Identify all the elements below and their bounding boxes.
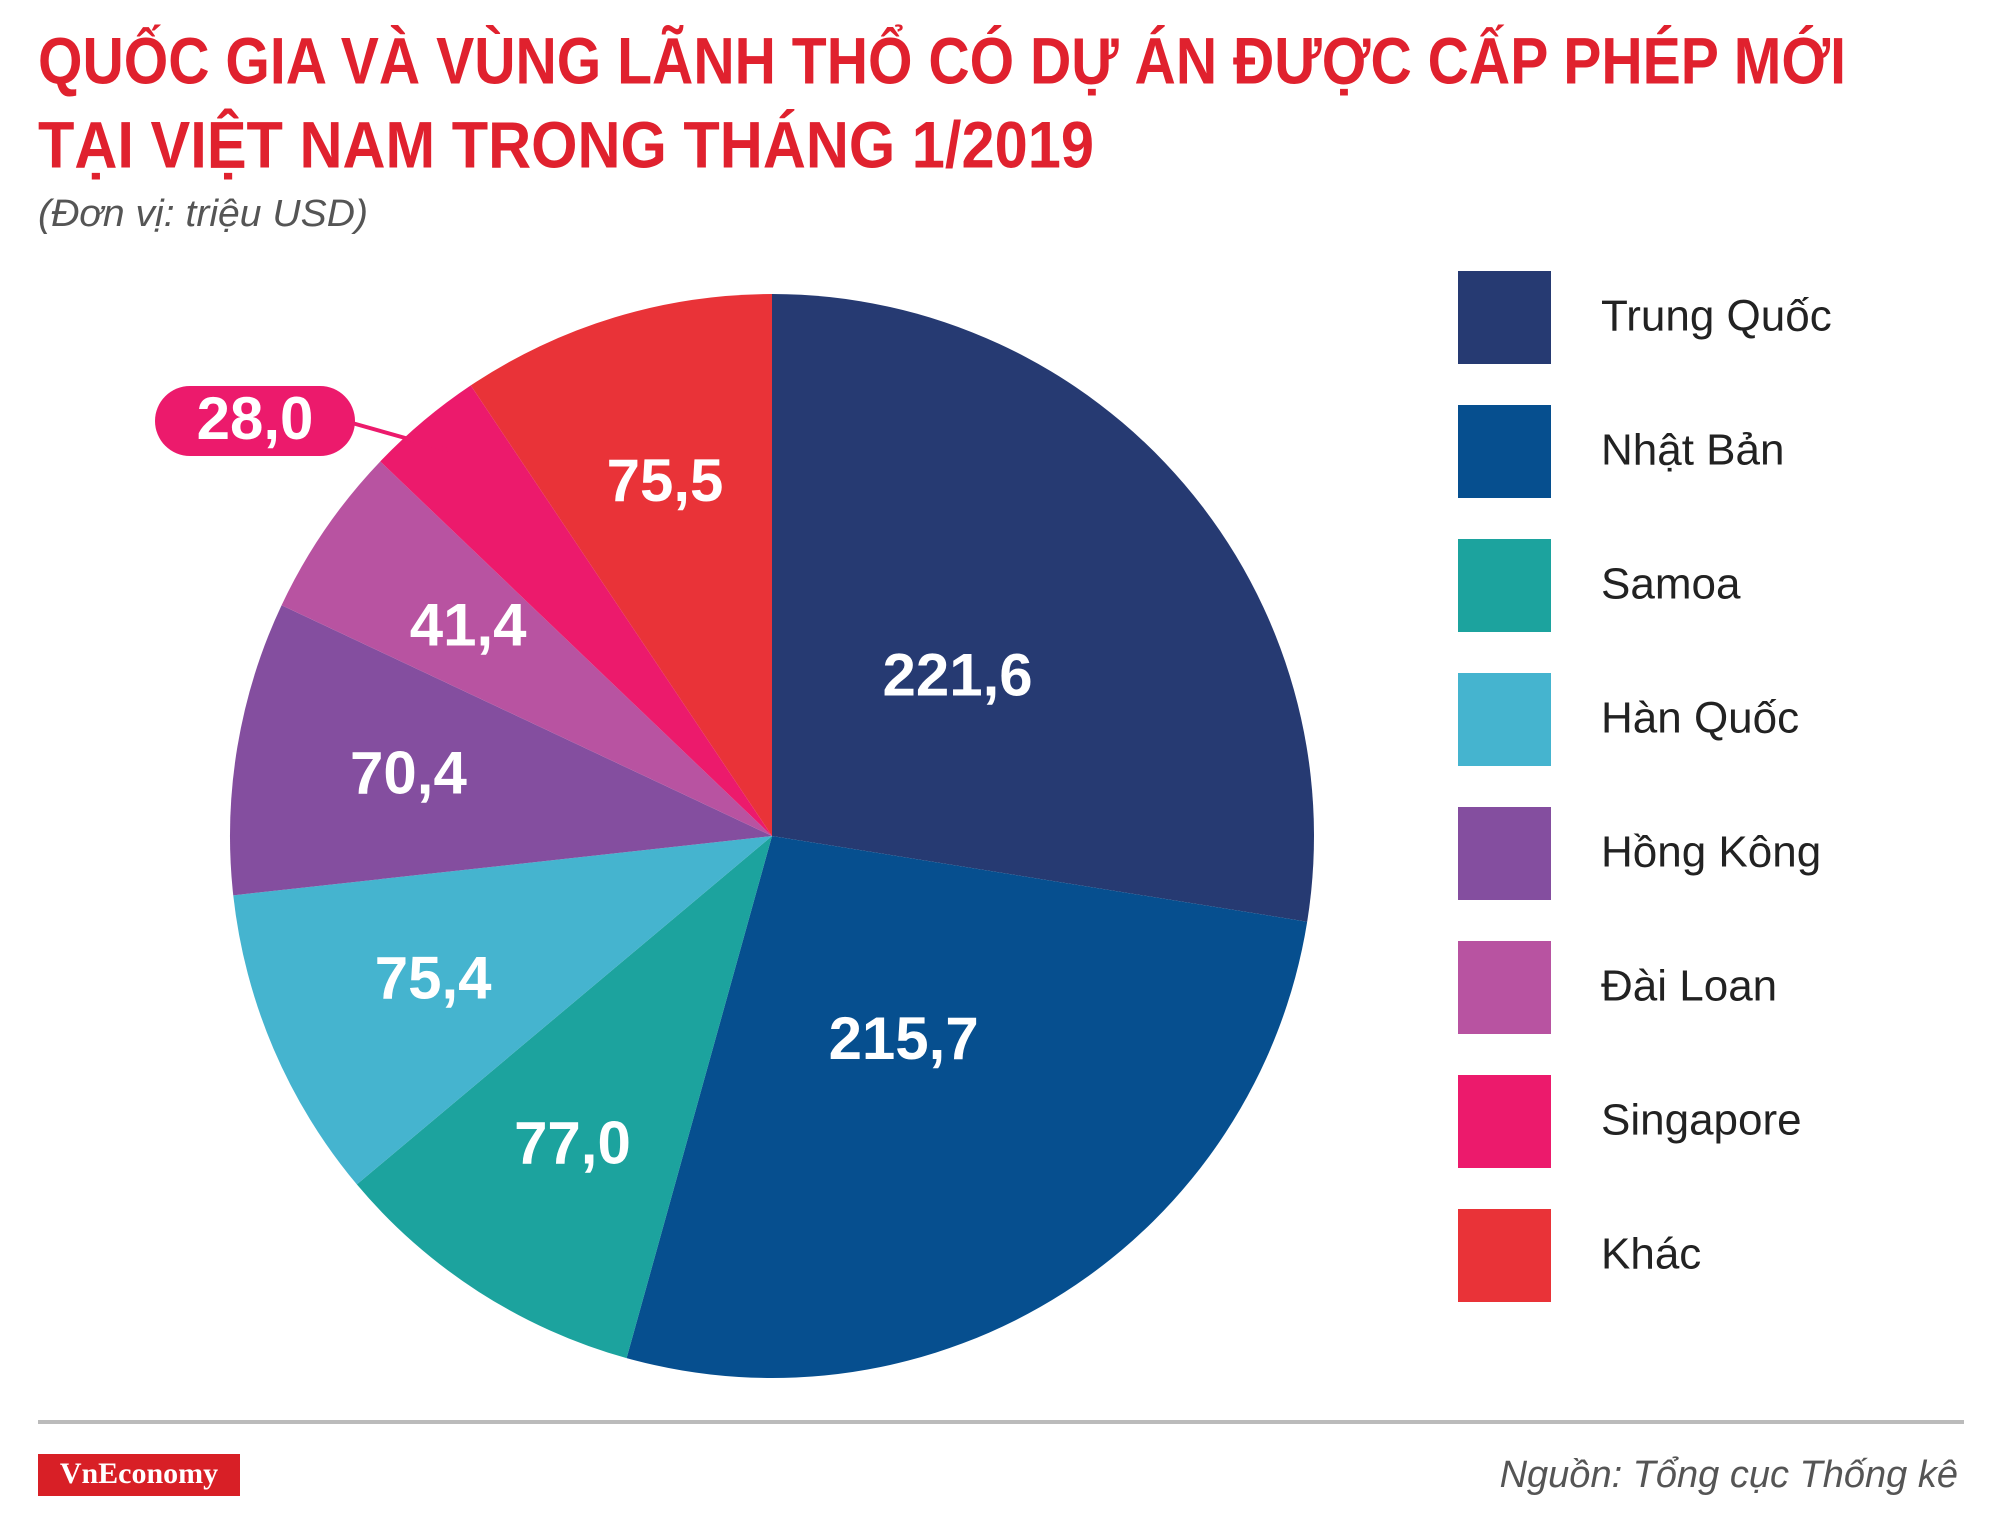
pie-slice xyxy=(233,836,772,1185)
brand: VnEconomy xyxy=(60,1457,218,1490)
legend-label: Hồng Kông xyxy=(1601,828,1821,877)
pie-slice xyxy=(281,461,772,836)
legend-swatch xyxy=(1458,673,1551,766)
source: Nguồn: Tổng cục Thống kê xyxy=(1500,1454,1958,1496)
legend-swatch xyxy=(1458,539,1551,632)
pie-slice xyxy=(626,836,1308,1378)
data-label: 221,6 xyxy=(883,642,1033,709)
legend-swatch xyxy=(1458,1209,1551,1302)
data-label: 75,5 xyxy=(607,447,724,514)
pie-slice xyxy=(470,294,772,836)
chart-title: QUỐC GIA VÀ VÙNG LÃNH THỔ CÓ DỰ ÁN ĐƯỢC … xyxy=(38,23,1846,97)
legend-swatch xyxy=(1458,405,1551,498)
legend-label: Hàn Quốc xyxy=(1601,694,1799,743)
legend-label: Samoa xyxy=(1601,560,1741,609)
chart-subtitle: (Đơn vị: triệu USD) xyxy=(38,193,368,235)
data-label: 28,0 xyxy=(197,385,314,452)
callout-box xyxy=(155,386,355,456)
data-label: 70,4 xyxy=(350,739,467,806)
legend-label: Trung Quốc xyxy=(1601,292,1832,341)
brand-box xyxy=(38,1454,240,1496)
legend-label: Khác xyxy=(1601,1230,1701,1279)
data-label: 215,7 xyxy=(829,1005,979,1072)
legend-swatch xyxy=(1458,271,1551,364)
legend-label: Đài Loan xyxy=(1601,962,1777,1011)
legend-label: Singapore xyxy=(1601,1096,1802,1145)
pie-slice xyxy=(356,836,772,1359)
pie-slice xyxy=(230,605,773,896)
legend-swatch xyxy=(1458,941,1551,1034)
pie-slice xyxy=(380,385,772,836)
chart-title: TẠI VIỆT NAM TRONG THÁNG 1/2019 xyxy=(38,107,1094,181)
callout-line xyxy=(344,419,449,452)
legend-label: Nhật Bản xyxy=(1601,426,1784,475)
legend-swatch xyxy=(1458,807,1551,900)
data-label: 41,4 xyxy=(410,591,527,658)
data-label: 75,4 xyxy=(375,945,492,1012)
pie-slice xyxy=(772,294,1315,922)
data-label: 77,0 xyxy=(514,1110,631,1177)
legend-swatch xyxy=(1458,1075,1551,1168)
